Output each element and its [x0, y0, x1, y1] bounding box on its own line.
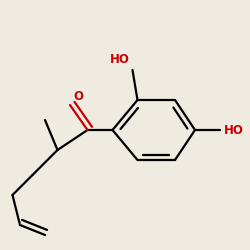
Text: O: O: [74, 90, 84, 102]
Text: HO: HO: [110, 53, 130, 66]
Text: HO: HO: [224, 124, 244, 136]
